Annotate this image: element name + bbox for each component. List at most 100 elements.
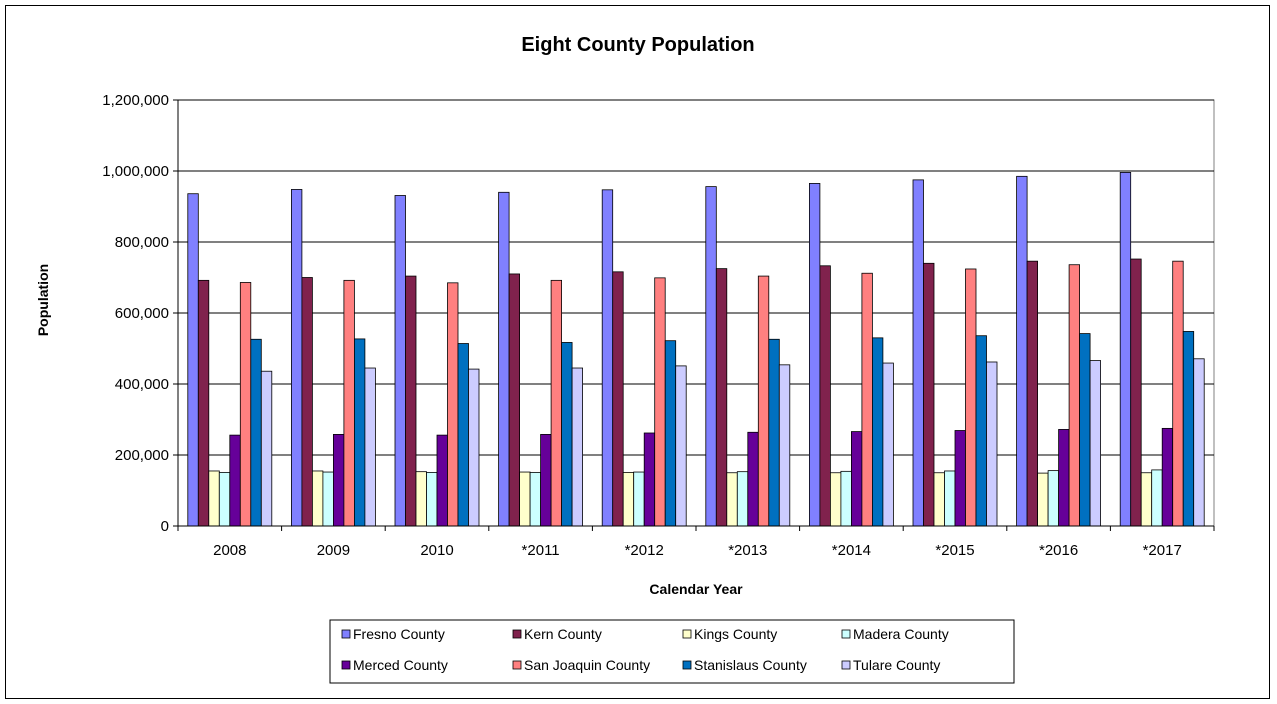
- bar-fresno-county: [912, 179, 924, 527]
- legend-swatch: [512, 629, 522, 639]
- bar-stanislaus-county: [1182, 331, 1195, 527]
- legend-label: Fresno County: [353, 626, 445, 642]
- bar-tulare-county: [364, 367, 376, 527]
- chart-title: Eight County Population: [521, 34, 754, 56]
- bar-san-joaquin-county: [861, 272, 873, 527]
- bar-madera-county: [736, 471, 749, 527]
- bar-merced-county: [436, 434, 448, 527]
- x-tick-label: 2008: [213, 542, 246, 559]
- x-tick-label: *2011: [522, 542, 560, 559]
- legend-swatch: [841, 629, 851, 639]
- legend-swatch: [341, 629, 351, 639]
- bar-fresno-county: [1016, 175, 1028, 527]
- y-tick-label: 800,000: [115, 234, 169, 251]
- bar-madera-county: [840, 470, 852, 527]
- bar-kings-county: [519, 471, 531, 527]
- bar-kern-county: [508, 273, 521, 527]
- bar-madera-county: [529, 471, 541, 527]
- bar-stanislaus-county: [250, 338, 262, 527]
- legend-label: Merced County: [353, 657, 448, 673]
- bar-kings-county: [933, 472, 945, 527]
- legend-label: San Joaquin County: [524, 657, 650, 673]
- bar-fresno-county: [705, 186, 717, 527]
- bar-fresno-county: [498, 191, 510, 527]
- bar-merced-county: [851, 431, 863, 527]
- y-tick-label: 400,000: [115, 376, 169, 393]
- bar-stanislaus-county: [561, 342, 573, 527]
- bar-kings-county: [208, 470, 220, 527]
- bar-stanislaus-county: [664, 340, 677, 527]
- bar-tulare-county: [778, 364, 791, 527]
- bar-merced-county: [954, 430, 966, 527]
- y-tick-label: 1,200,000: [102, 92, 169, 109]
- bar-merced-county: [332, 434, 345, 527]
- bar-stanislaus-county: [1079, 333, 1091, 527]
- bar-tulare-county: [675, 365, 687, 527]
- bar-tulare-county: [882, 362, 894, 527]
- x-tick-label: *2017: [1143, 542, 1182, 559]
- bar-madera-county: [426, 471, 438, 527]
- y-tick-label: 600,000: [115, 305, 169, 322]
- bar-tulare-county: [1089, 360, 1101, 527]
- bar-fresno-county: [601, 189, 614, 527]
- bar-kings-county: [1140, 472, 1153, 527]
- legend: Fresno County Kern County Kings County Made…: [329, 619, 1015, 684]
- bar-fresno-county: [1119, 172, 1132, 527]
- bar-tulare-county: [986, 361, 998, 527]
- bar-madera-county: [633, 471, 645, 527]
- bar-kern-county: [197, 279, 210, 527]
- x-tick-label: *2012: [625, 542, 664, 559]
- legend-swatch: [841, 660, 851, 670]
- bar-madera-county: [218, 471, 231, 527]
- x-tick-label: *2016: [1039, 542, 1078, 559]
- bar-madera-county: [1047, 470, 1059, 527]
- x-tick-label: *2015: [935, 542, 974, 559]
- bar-kern-county: [405, 275, 417, 527]
- bar-kern-county: [1026, 260, 1038, 527]
- bar-fresno-county: [394, 195, 406, 527]
- bar-fresno-county: [809, 183, 821, 527]
- legend-swatch: [341, 660, 351, 670]
- bar-stanislaus-county: [975, 335, 987, 527]
- bar-kern-county: [301, 277, 313, 527]
- bar-san-joaquin-county: [447, 282, 459, 527]
- bar-kings-county: [1037, 472, 1049, 527]
- plot-area: 0 200,000 400,000 600,000 800,000 1,000,000 1,…: [102, 92, 1215, 559]
- legend-box: [329, 619, 1015, 684]
- bar-merced-county: [1058, 429, 1070, 527]
- bar-stanislaus-county: [872, 337, 884, 527]
- bar-kern-county: [923, 262, 935, 527]
- bar-merced-county: [229, 434, 241, 527]
- bar-kern-county: [1130, 258, 1142, 527]
- y-tick-label: 200,000: [115, 447, 169, 464]
- bar-tulare-county: [468, 368, 480, 527]
- x-tick-label: 2009: [317, 542, 350, 559]
- bar-kern-county: [612, 271, 624, 527]
- bar-merced-county: [643, 432, 656, 527]
- bar-san-joaquin-county: [1068, 264, 1080, 527]
- legend-label: Kern County: [524, 626, 602, 642]
- y-tick-label: 0: [161, 518, 169, 535]
- bar-stanislaus-county: [353, 338, 366, 527]
- legend-swatch: [682, 629, 692, 639]
- bar-tulare-county: [1193, 358, 1205, 527]
- y-tick-label: 1,000,000: [102, 163, 169, 180]
- bar-merced-county: [1161, 427, 1174, 527]
- legend-label: Stanislaus County: [694, 657, 807, 673]
- bar-fresno-county: [187, 193, 199, 527]
- bar-san-joaquin-county: [965, 268, 977, 527]
- bar-stanislaus-county: [768, 338, 780, 527]
- bar-tulare-county: [571, 367, 583, 527]
- bar-kings-county: [415, 471, 427, 527]
- bar-tulare-county: [260, 370, 273, 527]
- bar-san-joaquin-county: [654, 277, 666, 527]
- bar-san-joaquin-county: [343, 279, 355, 527]
- bar-merced-county: [747, 431, 759, 527]
- x-tick-label: *2013: [728, 542, 767, 559]
- bar-kern-county: [819, 265, 831, 527]
- legend-label: Madera County: [853, 626, 949, 642]
- legend-label: Kings County: [694, 626, 777, 642]
- bar-san-joaquin-county: [757, 275, 770, 527]
- bar-kings-county: [726, 472, 738, 527]
